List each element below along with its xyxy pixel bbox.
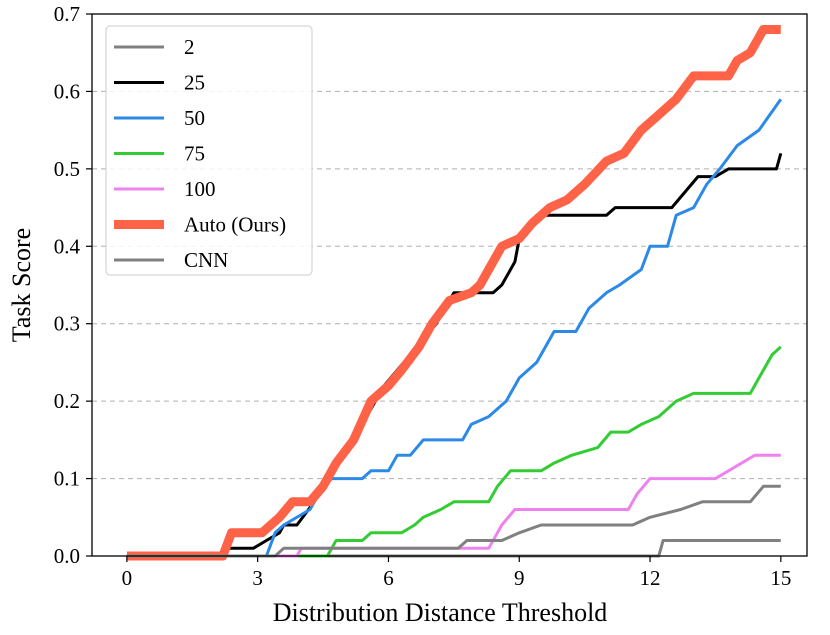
legend-box [105,25,313,276]
y-tick-label: 0.7 [54,2,80,26]
y-tick-label: 0.2 [54,389,80,413]
legend-label-2: 2 [184,35,195,59]
x-tick-label: 0 [122,566,133,590]
legend-label-25: 25 [184,71,205,95]
y-tick-label: 0.1 [54,467,80,491]
legend-label-75: 75 [184,142,205,166]
x-tick-label: 3 [252,566,263,590]
x-tick-label: 9 [514,566,525,590]
legend-label-auto-ours: Auto (Ours) [184,213,286,237]
series-line-cnn [126,484,781,558]
y-tick-label: 0.4 [54,234,81,258]
y-tick-label: 0.5 [54,157,80,181]
y-axis-title: Task Score [7,228,36,342]
y-tick-label: 0.3 [54,312,80,336]
x-tick-label: 15 [770,566,791,590]
legend-label-50: 50 [184,106,205,130]
axis-ticks: 0.0 0.1 0.2 0.3 0.4 0.5 0.6 0.7 0 3 6 9 12 15 [54,2,792,590]
y-tick-label: 0.6 [54,79,80,103]
x-tick-label: 12 [640,566,661,590]
series-line-auto-ours [126,25,781,561]
series-line-75 [126,345,782,558]
y-tick-label: 0.0 [54,544,80,568]
series-lines [126,25,783,561]
plot-frame [91,13,808,557]
legend-label-cnn: CNN [184,248,228,272]
legend: 2 25 50 75 100 Auto (Ours) CNN [105,25,313,276]
legend-label-100: 100 [184,177,216,201]
x-axis-title: Distribution Distance Threshold [273,598,608,627]
x-tick-label: 6 [383,566,394,590]
